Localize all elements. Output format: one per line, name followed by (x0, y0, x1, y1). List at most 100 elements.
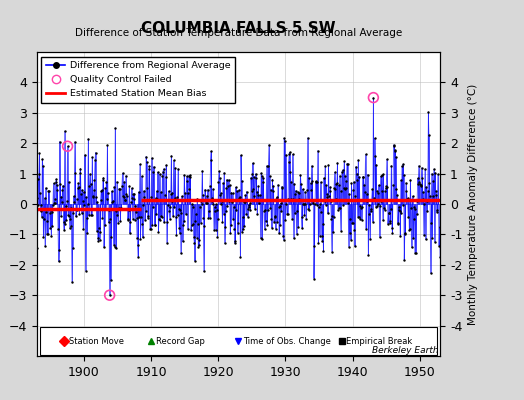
Point (298, 225, 307, 232)
Point (154, 228, 162, 235)
Point (302, 216, 310, 222)
Point (236, 254, 245, 260)
Point (282, 201, 291, 207)
Point (181, 189, 189, 196)
Point (206, 157, 215, 164)
Point (167, 191, 175, 197)
Point (138, 234, 147, 241)
Point (121, 196, 129, 203)
Point (406, 177, 414, 183)
Point (254, 183, 263, 189)
Point (385, 210, 394, 216)
Point (172, 214, 180, 220)
Point (152, 188, 161, 194)
Point (388, 224, 396, 231)
Point (407, 205, 415, 211)
Point (276, 202, 285, 209)
Point (268, 224, 276, 231)
Point (83, 230, 91, 236)
Point (143, 185, 151, 191)
Point (294, 190, 303, 196)
Point (125, 183, 134, 189)
Point (308, 178, 316, 184)
Point (255, 200, 263, 206)
Point (120, 178, 128, 185)
Point (233, 230, 242, 236)
Point (410, 216, 418, 222)
Point (377, 198, 386, 204)
Point (402, 180, 410, 186)
Point (338, 169, 346, 175)
Point (364, 171, 372, 178)
Point (50, 200, 59, 207)
Point (430, 239, 439, 245)
Point (54, 226, 62, 232)
Point (309, 200, 318, 206)
Point (122, 191, 130, 197)
Point (164, 202, 172, 208)
Point (35, 171, 43, 178)
Point (91, 157, 99, 163)
Point (126, 219, 135, 226)
Point (360, 196, 368, 203)
Point (412, 211, 421, 218)
Point (60, 227, 68, 233)
Point (236, 194, 244, 200)
Point (258, 236, 267, 242)
Point (221, 224, 230, 230)
Point (144, 213, 152, 219)
Point (318, 232, 326, 239)
Point (347, 237, 355, 243)
Point (328, 248, 336, 255)
Point (222, 208, 230, 214)
Point (433, 207, 442, 213)
Point (314, 240, 323, 246)
Point (390, 146, 399, 153)
Point (369, 94, 378, 101)
Point (241, 199, 249, 206)
Point (156, 217, 165, 223)
Point (101, 185, 110, 192)
Point (434, 197, 443, 204)
Text: Empirical Break: Empirical Break (346, 337, 412, 346)
Point (267, 216, 276, 222)
Point (174, 165, 182, 172)
Point (350, 179, 358, 185)
Point (249, 186, 257, 192)
Point (130, 216, 139, 223)
Point (423, 188, 432, 194)
Point (203, 200, 212, 206)
Point (435, 224, 444, 230)
Point (187, 227, 195, 234)
Point (402, 188, 411, 194)
Point (419, 196, 428, 202)
Point (185, 186, 193, 192)
Point (88, 154, 96, 161)
Point (357, 205, 365, 211)
Point (97, 187, 105, 194)
Point (56, 138, 64, 145)
Point (205, 214, 214, 221)
Point (124, 217, 133, 223)
Point (339, 167, 347, 173)
Point (42, 209, 50, 216)
Point (77, 191, 85, 198)
Point (173, 194, 181, 200)
Point (127, 199, 135, 206)
Point (347, 180, 356, 186)
Point (239, 198, 248, 205)
Point (127, 185, 136, 191)
Point (196, 204, 204, 210)
Point (133, 235, 141, 242)
Point (336, 205, 344, 211)
Point (322, 182, 331, 189)
Point (342, 178, 351, 184)
Point (417, 182, 425, 188)
Point (297, 180, 305, 187)
Point (332, 180, 341, 187)
Point (238, 229, 246, 235)
Point (221, 240, 229, 246)
Point (42, 231, 51, 237)
Point (355, 174, 364, 180)
Point (335, 205, 343, 212)
